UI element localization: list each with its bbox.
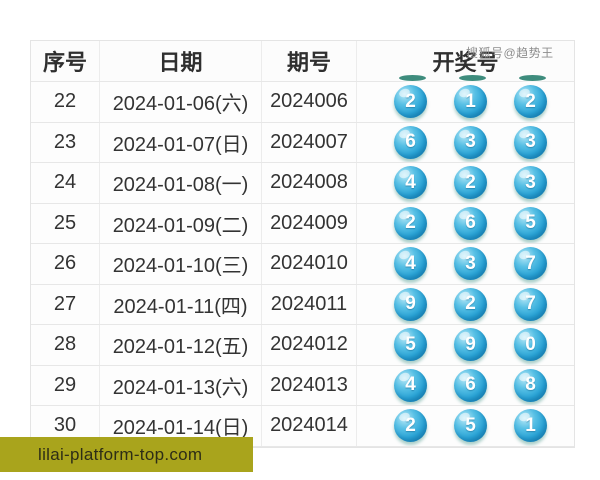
draw-number-ball: 7 [514,247,547,281]
draw-number-ball: 2 [394,409,427,443]
cell-date: 2024-01-06(六) [100,82,262,122]
draw-number-ball: 6 [454,368,487,402]
cell-issue: 2024007 [262,122,357,162]
cell-date: 2024-01-14(日) [100,406,262,446]
cell-seq: 23 [31,122,100,162]
cell-seq: 22 [31,82,100,122]
cell-date: 2024-01-13(六) [100,365,262,405]
draw-number-ball: 2 [454,166,487,200]
cell-date: 2024-01-11(四) [100,284,262,324]
draw-number-ball: 2 [394,85,427,119]
cell-issue: 2024006 [262,82,357,122]
table-row: 26 2024-01-10(三) 2024010 4 3 7 [31,244,574,285]
table-row: 24 2024-01-08(一) 2024008 4 2 3 [31,163,574,204]
table-row: 27 2024-01-11(四) 2024011 9 2 7 [31,284,574,325]
table-row: 22 2024-01-06(六) 2024006 2 1 2 [31,82,574,123]
draw-number-ball: 1 [514,409,547,443]
table-body: 22 2024-01-06(六) 2024006 2 1 2 23 2024-01-07(日)… [31,82,574,447]
draw-number-ball: 2 [514,85,547,119]
watermark-text: 搜狐号@趋势王 [466,46,554,60]
draw-number-ball: 4 [394,166,427,200]
table-row: 29 2024-01-13(六) 2024013 4 6 8 [31,365,574,406]
header-issue: 期号 [262,41,357,81]
cell-seq: 27 [31,284,100,324]
table-header-row: 序号 日期 期号 开奖号 [31,41,574,82]
cutoff-ball-remnant [519,75,546,81]
cell-issue: 2024008 [262,163,357,203]
draw-number-ball: 9 [394,287,427,321]
cell-seq: 24 [31,163,100,203]
cell-issue: 2024014 [262,406,357,446]
draw-number-ball: 2 [394,206,427,240]
draw-number-ball: 4 [394,247,427,281]
draw-number-ball: 0 [514,328,547,362]
cell-seq: 25 [31,203,100,243]
cell-issue: 2024010 [262,244,357,284]
draw-number-ball: 3 [514,166,547,200]
draw-number-ball: 3 [454,247,487,281]
cell-date: 2024-01-08(一) [100,163,262,203]
table-row: 28 2024-01-12(五) 2024012 5 9 0 [31,325,574,366]
draw-number-ball: 3 [454,125,487,159]
cell-date: 2024-01-10(三) [100,244,262,284]
draw-number-ball: 7 [514,287,547,321]
draw-number-ball: 2 [454,287,487,321]
draw-number-ball: 5 [454,409,487,443]
cutoff-ball-remnant [399,75,426,81]
draw-number-ball: 5 [514,206,547,240]
draw-number-ball: 3 [514,125,547,159]
table-row: 23 2024-01-07(日) 2024007 6 3 3 [31,122,574,163]
cell-seq: 28 [31,325,100,365]
draw-number-ball: 6 [454,206,487,240]
draw-number-ball: 9 [454,328,487,362]
table-row: 25 2024-01-09(二) 2024009 2 6 5 [31,203,574,244]
cell-issue: 2024013 [262,365,357,405]
cell-date: 2024-01-12(五) [100,325,262,365]
draw-number-ball: 4 [394,368,427,402]
cell-issue: 2024012 [262,325,357,365]
draw-number-ball: 6 [394,125,427,159]
cutoff-ball-remnant [459,75,486,81]
footer-watermark-bar: lilai-platform-top.com [0,437,253,472]
draw-number-ball: 5 [394,328,427,362]
header-seq: 序号 [31,41,100,81]
cell-issue: 2024009 [262,203,357,243]
cell-date: 2024-01-07(日) [100,122,262,162]
header-date: 日期 [100,41,262,81]
cell-seq: 30 [31,406,100,446]
header-draw-numbers: 开奖号 [432,50,499,75]
cell-seq: 29 [31,365,100,405]
draw-number-ball: 8 [514,368,547,402]
cell-date: 2024-01-09(二) [100,203,262,243]
table-row: 30 2024-01-14(日) 2024014 2 5 1 [31,406,574,447]
lottery-results-table: 序号 日期 期号 开奖号 22 2024-01-06(六) 2024006 2 1 2 23… [30,40,575,448]
draw-number-ball: 1 [454,85,487,119]
cell-issue: 2024011 [262,284,357,324]
footer-domain-text: lilai-platform-top.com [38,444,203,464]
cell-seq: 26 [31,244,100,284]
